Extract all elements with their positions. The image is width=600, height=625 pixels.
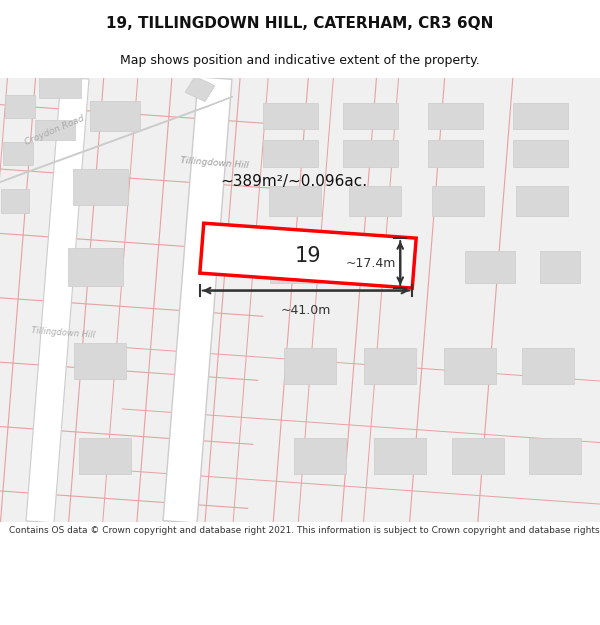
Text: Map shows position and indicative extent of the property.: Map shows position and indicative extent… <box>120 54 480 68</box>
Polygon shape <box>270 251 320 283</box>
Polygon shape <box>74 343 126 379</box>
Polygon shape <box>427 102 482 129</box>
Polygon shape <box>73 169 128 204</box>
Polygon shape <box>512 141 568 167</box>
Polygon shape <box>67 248 122 286</box>
Polygon shape <box>364 348 416 384</box>
Polygon shape <box>512 102 568 129</box>
Polygon shape <box>452 438 504 474</box>
Polygon shape <box>3 142 33 166</box>
Text: ~389m²/~0.096ac.: ~389m²/~0.096ac. <box>220 174 367 189</box>
Text: Croydon Road: Croydon Road <box>24 114 86 147</box>
Polygon shape <box>79 438 131 474</box>
Text: Tillingdown Hill: Tillingdown Hill <box>31 326 95 340</box>
Polygon shape <box>350 251 400 283</box>
Text: ~17.4m: ~17.4m <box>346 257 396 269</box>
Polygon shape <box>294 438 346 474</box>
Polygon shape <box>185 76 215 102</box>
Polygon shape <box>522 348 574 384</box>
Polygon shape <box>0 97 233 187</box>
Polygon shape <box>0 78 600 522</box>
Text: ~41.0m: ~41.0m <box>281 304 331 317</box>
Polygon shape <box>26 77 89 523</box>
Polygon shape <box>35 119 75 141</box>
Text: 19: 19 <box>295 246 322 266</box>
Polygon shape <box>516 186 568 216</box>
Polygon shape <box>200 223 416 288</box>
Polygon shape <box>163 77 232 523</box>
Polygon shape <box>263 141 317 167</box>
Polygon shape <box>343 141 398 167</box>
Polygon shape <box>263 102 317 129</box>
Polygon shape <box>432 186 484 216</box>
Polygon shape <box>444 348 496 384</box>
Polygon shape <box>427 141 482 167</box>
Polygon shape <box>465 251 515 283</box>
Polygon shape <box>90 101 140 131</box>
Polygon shape <box>374 438 426 474</box>
Polygon shape <box>1 189 29 213</box>
Text: 19, TILLINGDOWN HILL, CATERHAM, CR3 6QN: 19, TILLINGDOWN HILL, CATERHAM, CR3 6QN <box>106 16 494 31</box>
Polygon shape <box>529 438 581 474</box>
Polygon shape <box>5 94 35 118</box>
Polygon shape <box>349 186 401 216</box>
Polygon shape <box>269 186 321 216</box>
Polygon shape <box>343 102 398 129</box>
Polygon shape <box>39 77 81 98</box>
Text: Contains OS data © Crown copyright and database right 2021. This information is : Contains OS data © Crown copyright and d… <box>9 526 600 535</box>
Polygon shape <box>540 251 580 283</box>
Polygon shape <box>284 348 336 384</box>
Text: Tillingdown Hill: Tillingdown Hill <box>179 156 248 170</box>
